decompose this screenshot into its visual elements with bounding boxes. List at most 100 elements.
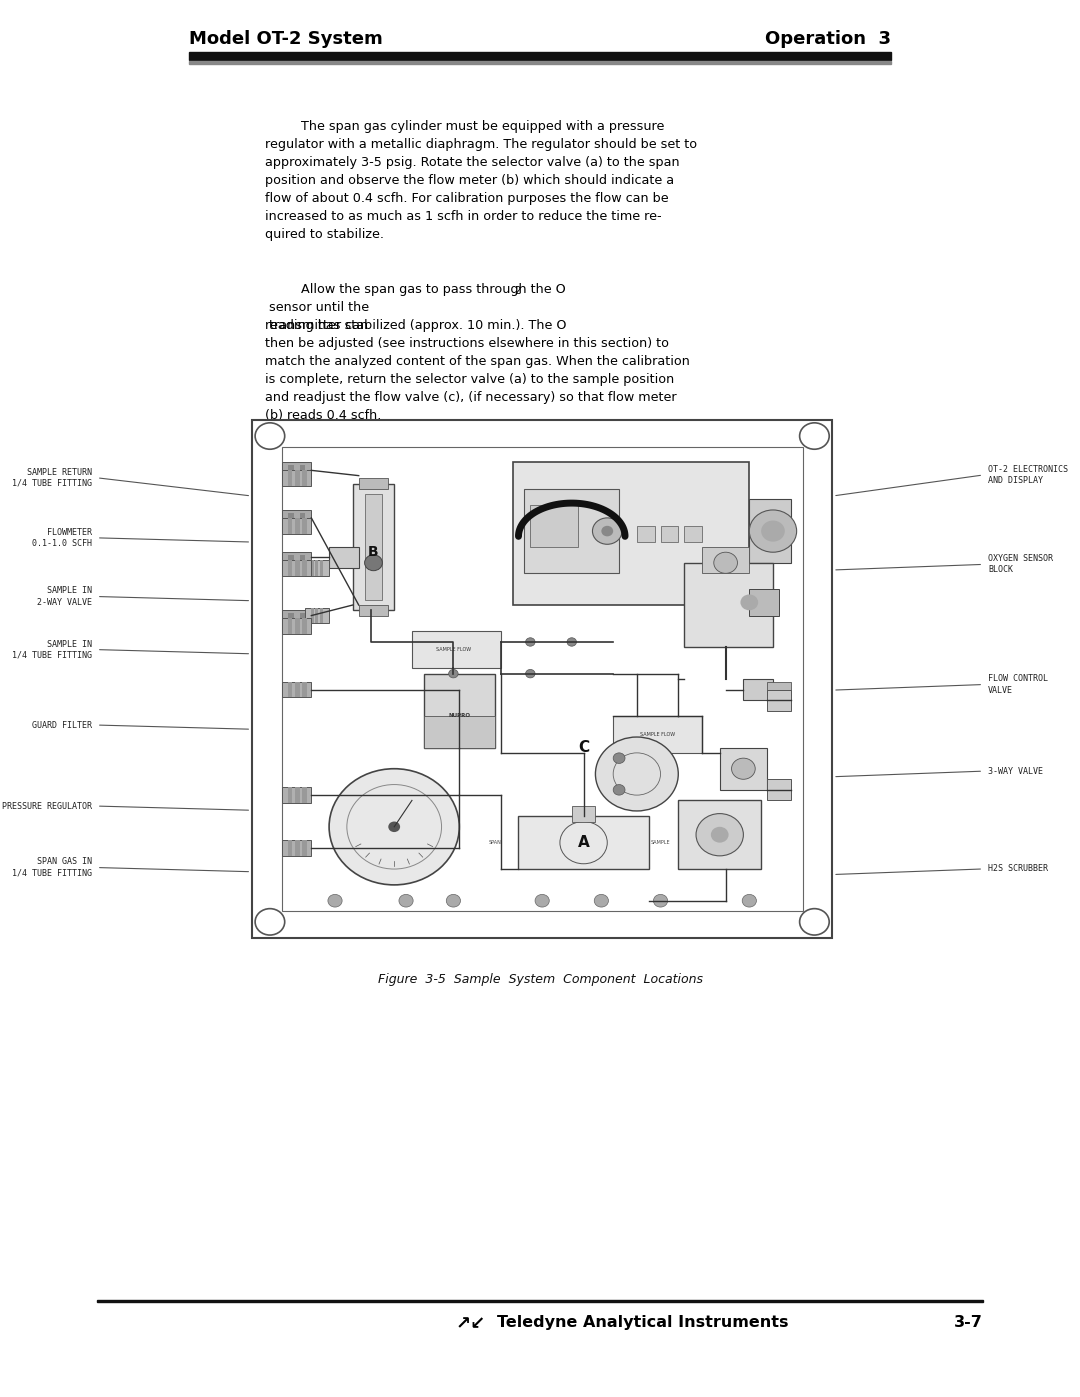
Bar (287, 619, 293, 634)
Circle shape (613, 785, 625, 795)
Text: sensor until the
reading has stabilized (approx. 10 min.). The O: sensor until the reading has stabilized … (265, 300, 566, 332)
Text: 3-7: 3-7 (954, 1315, 983, 1330)
Bar (302, 518, 307, 534)
Bar (423, 673, 495, 747)
Bar (282, 840, 311, 856)
Bar (295, 682, 299, 697)
Bar (302, 619, 307, 634)
Text: Teledyne Analytical Instruments: Teledyne Analytical Instruments (497, 1315, 788, 1330)
Circle shape (594, 894, 608, 907)
Bar (287, 471, 293, 486)
Circle shape (711, 827, 729, 842)
Bar (359, 478, 389, 489)
Bar (525, 489, 619, 573)
Bar (423, 715, 495, 747)
Circle shape (731, 759, 755, 780)
Bar (282, 510, 311, 525)
Text: ↗↙: ↗↙ (456, 1315, 486, 1333)
Bar (287, 682, 293, 697)
Text: NUPRO: NUPRO (448, 714, 470, 718)
Bar (613, 715, 702, 753)
Circle shape (602, 525, 613, 536)
Bar (678, 800, 761, 869)
Bar (282, 518, 311, 534)
Bar (719, 747, 767, 789)
Bar (295, 840, 299, 856)
Bar (287, 518, 293, 534)
Bar (282, 552, 311, 569)
Bar (302, 471, 307, 486)
Bar (571, 806, 595, 821)
Circle shape (365, 555, 382, 571)
Bar (287, 560, 293, 576)
Text: SPAN GAS IN
1/4 TUBE FITTING: SPAN GAS IN 1/4 TUBE FITTING (12, 858, 92, 877)
Bar (299, 513, 306, 522)
Bar (306, 608, 329, 623)
Circle shape (714, 552, 738, 573)
Circle shape (567, 638, 577, 647)
Bar (311, 560, 313, 576)
Bar (299, 613, 306, 623)
Text: C: C (578, 740, 590, 756)
Bar (302, 787, 307, 803)
Bar (321, 608, 323, 623)
Bar (97, 1299, 983, 1302)
Circle shape (446, 894, 460, 907)
Bar (302, 840, 307, 856)
Circle shape (389, 821, 400, 833)
Bar (353, 483, 394, 610)
Circle shape (535, 894, 550, 907)
Bar (295, 619, 299, 634)
Circle shape (696, 813, 743, 856)
Bar (287, 465, 294, 475)
Text: SPAN: SPAN (488, 840, 501, 845)
Text: Figure  3-5  Sample  System  Component  Locations: Figure 3-5 Sample System Component Locat… (378, 972, 702, 986)
Bar (299, 465, 306, 475)
Circle shape (595, 738, 678, 810)
Bar (315, 608, 319, 623)
Text: SAMPLE RETURN
1/4 TUBE FITTING: SAMPLE RETURN 1/4 TUBE FITTING (12, 468, 92, 488)
Bar (295, 787, 299, 803)
Circle shape (653, 894, 667, 907)
Bar (530, 504, 578, 546)
Text: GUARD FILTER: GUARD FILTER (31, 721, 92, 729)
Bar (282, 787, 311, 803)
Bar (365, 495, 382, 599)
Bar (685, 525, 702, 542)
Text: OXYGEN SENSOR
BLOCK: OXYGEN SENSOR BLOCK (988, 555, 1053, 574)
Text: 3-WAY VALVE: 3-WAY VALVE (988, 767, 1043, 775)
Text: PRESSURE REGULATOR: PRESSURE REGULATOR (2, 802, 92, 810)
Circle shape (329, 768, 459, 884)
Bar (295, 471, 299, 486)
Text: SAMPLE: SAMPLE (651, 840, 671, 845)
Text: SAMPLE FLOW: SAMPLE FLOW (436, 647, 471, 652)
Circle shape (741, 595, 758, 610)
Bar (767, 780, 791, 800)
Bar (299, 555, 306, 566)
Bar (282, 471, 311, 486)
Bar (189, 52, 891, 60)
Circle shape (742, 894, 756, 907)
Bar (661, 525, 678, 542)
Text: transmitter can
then be adjusted (see instructions elsewhere in this section) to: transmitter can then be adjusted (see in… (265, 319, 689, 422)
Text: SAMPLE IN
2-WAY VALVE: SAMPLE IN 2-WAY VALVE (37, 587, 92, 606)
Text: Operation  3: Operation 3 (765, 29, 891, 47)
Text: 2: 2 (514, 286, 521, 296)
Bar (315, 560, 319, 576)
Bar (306, 560, 329, 576)
Bar (295, 518, 299, 534)
Circle shape (593, 518, 622, 545)
Text: The span gas cylinder must be equipped with a pressure: The span gas cylinder must be equipped w… (281, 120, 664, 133)
Text: FLOW CONTROL
VALVE: FLOW CONTROL VALVE (988, 675, 1049, 694)
Text: SAMPLE FLOW: SAMPLE FLOW (640, 732, 675, 736)
Bar (189, 61, 891, 64)
Bar (282, 447, 802, 911)
Text: regulator with a metallic diaphragm. The regulator should be set to
approximatel: regulator with a metallic diaphragm. The… (265, 138, 697, 242)
Bar (329, 546, 359, 569)
Circle shape (750, 510, 797, 552)
Bar (321, 560, 323, 576)
Text: Allow the span gas to pass through the O: Allow the span gas to pass through the O (281, 284, 566, 296)
Bar (282, 682, 311, 697)
Bar (295, 560, 299, 576)
Circle shape (328, 894, 342, 907)
